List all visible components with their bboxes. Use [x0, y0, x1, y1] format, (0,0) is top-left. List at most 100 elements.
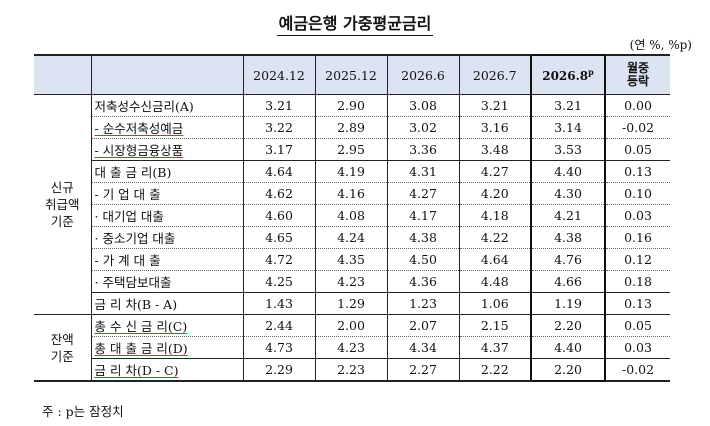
row-label: - 기 업 대 출 [91, 182, 244, 205]
row-label: - 가 계 대 출 [91, 248, 244, 271]
row-label-text: - 기 업 대 출 [94, 187, 161, 202]
value-cell: 4.22 [459, 226, 531, 249]
value-cell: 4.18 [459, 204, 531, 227]
value-cell: 1.23 [387, 292, 460, 315]
group-balance-label: 잔액 기준 [34, 314, 92, 382]
header-blank-item [91, 54, 244, 95]
row-label-text: 총 수 신 금 리(C) [94, 319, 188, 334]
value-cell: 3.21 [530, 94, 606, 117]
value-cell: 2.07 [387, 314, 460, 337]
table-row: - 가 계 대 출 4.72 4.35 4.50 4.64 4.76 0.12 [34, 248, 670, 271]
value-cell: 3.14 [530, 116, 606, 139]
value-cell: 0.00 [605, 94, 670, 117]
value-cell: 4.19 [315, 160, 388, 183]
value-cell: 4.37 [459, 336, 531, 359]
table-row: 신규 취급액 기준 저축성수신금리(A) 3.21 2.90 3.08 3.21 3.21 0… [34, 94, 670, 315]
title-text: 예금은행 가중평균금리 [276, 14, 434, 36]
value-cell: 4.31 [387, 160, 460, 183]
header-col-4: 2026.7 [459, 54, 531, 95]
value-cell: 0.05 [605, 314, 670, 337]
value-cell: 1.06 [459, 292, 531, 315]
value-cell: 4.24 [315, 226, 388, 249]
header-blank-group [34, 54, 92, 95]
value-cell: 1.29 [315, 292, 388, 315]
value-cell: 4.40 [530, 336, 606, 359]
value-cell: 0.10 [605, 182, 670, 205]
row-label: 저축성수신금리(A) [91, 94, 244, 117]
value-cell: 0.12 [605, 248, 670, 271]
row-label-text: · 대기업 대출 [94, 209, 164, 224]
table-row: - 시장형금융상품 3.17 2.95 3.36 3.48 3.53 0.05 [34, 138, 670, 161]
row-label-text: 총 대 출 금 리(D) [94, 341, 188, 356]
value-cell: 0.05 [605, 138, 670, 161]
value-cell: 2.00 [315, 314, 388, 337]
value-cell: 0.03 [605, 204, 670, 227]
value-cell: 4.23 [315, 336, 388, 359]
value-cell: 1.19 [530, 292, 606, 315]
value-cell: 4.16 [315, 182, 388, 205]
value-cell: 4.17 [387, 204, 460, 227]
table-row: 금 리 차(D - C) 2.29 2.23 2.27 2.22 2.20 -0.02 [34, 358, 670, 382]
value-cell: 2.29 [243, 358, 316, 382]
value-cell: 4.38 [530, 226, 606, 249]
value-cell: 3.36 [387, 138, 460, 161]
value-cell: 4.73 [243, 336, 316, 359]
value-cell: 1.43 [243, 292, 316, 315]
value-cell: -0.02 [605, 116, 670, 139]
value-cell: 4.76 [530, 248, 606, 271]
value-cell: 3.17 [243, 138, 316, 161]
value-cell: 2.90 [315, 94, 388, 117]
value-cell: 0.13 [605, 292, 670, 315]
value-cell: 4.64 [459, 248, 531, 271]
value-cell: 3.22 [243, 116, 316, 139]
value-cell: 2.23 [315, 358, 388, 382]
value-cell: 4.38 [387, 226, 460, 249]
value-cell: 4.21 [530, 204, 606, 227]
value-cell: 0.03 [605, 336, 670, 359]
value-cell: -0.02 [605, 358, 670, 382]
row-label: 총 대 출 금 리(D) [91, 336, 244, 359]
value-cell: 3.21 [459, 94, 531, 117]
value-cell: 4.27 [387, 182, 460, 205]
value-cell: 4.72 [243, 248, 316, 271]
value-cell: 3.02 [387, 116, 460, 139]
value-cell: 0.18 [605, 270, 670, 293]
value-cell: 3.08 [387, 94, 460, 117]
table-row: - 순수저축성예금 3.22 2.89 3.02 3.16 3.14 -0.02 [34, 116, 670, 139]
value-cell: 2.95 [315, 138, 388, 161]
value-cell: 4.64 [243, 160, 316, 183]
value-cell: 2.44 [243, 314, 316, 337]
row-label-text: - 순수저축성예금 [94, 121, 184, 136]
table-row: · 중소기업 대출 4.65 4.24 4.38 4.22 4.38 0.16 [34, 226, 670, 249]
table-row: · 주택담보대출 4.25 4.23 4.36 4.48 4.66 0.18 [34, 270, 670, 293]
row-label-text: 금 리 차(B - A) [94, 297, 178, 312]
header-col-5: 2026.8p [530, 54, 606, 95]
value-cell: 2.22 [459, 358, 531, 382]
value-cell: 4.65 [243, 226, 316, 249]
value-cell: 2.20 [530, 358, 606, 382]
value-cell: 4.36 [387, 270, 460, 293]
row-label-text: · 주택담보대출 [94, 275, 172, 290]
table-row: - 기 업 대 출 4.62 4.16 4.27 4.20 4.30 0.10 [34, 182, 670, 205]
value-cell: 4.25 [243, 270, 316, 293]
header-mom-line2: 등락 [626, 74, 650, 88]
row-label: · 대기업 대출 [91, 204, 244, 227]
row-label-text: 금 리 차(D - C) [94, 363, 179, 378]
value-cell: 4.50 [387, 248, 460, 271]
value-cell: 0.16 [605, 226, 670, 249]
header-col-mom: 월중 등락 [605, 54, 670, 95]
value-cell: 2.89 [315, 116, 388, 139]
group-new-label: 신규 취급액 기준 [34, 94, 92, 315]
value-cell: 3.16 [459, 116, 531, 139]
interest-rate-table: 2024.12 2025.12 2026.6 2026.7 2026.8p 월중… [34, 54, 670, 382]
header-col-5-sup: p [588, 67, 594, 77]
value-cell: 4.30 [530, 182, 606, 205]
row-label: 금 리 차(D - C) [91, 358, 244, 382]
value-cell: 3.21 [243, 94, 316, 117]
table-row: 금 리 차(B - A) 1.43 1.29 1.23 1.06 1.19 0.13 [34, 292, 670, 315]
value-cell: 4.20 [459, 182, 531, 205]
row-label: · 중소기업 대출 [91, 226, 244, 249]
value-cell: 2.20 [530, 314, 606, 337]
unit-label: (연 %, %p) [629, 38, 692, 52]
value-cell: 4.23 [315, 270, 388, 293]
